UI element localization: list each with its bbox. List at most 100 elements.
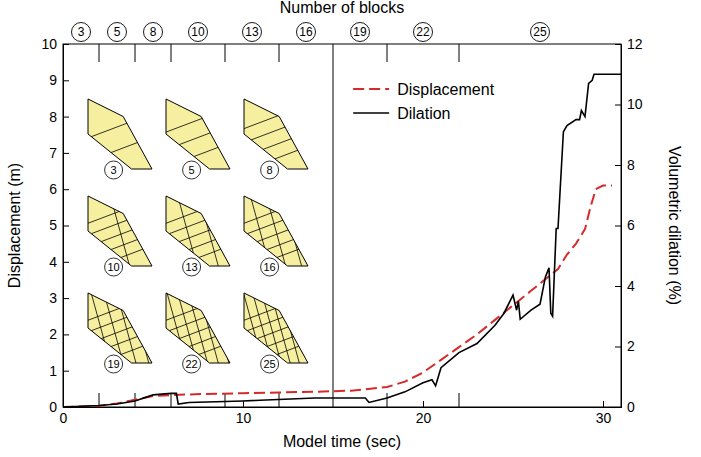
inset-joint (253, 293, 272, 363)
tick-label: 4 (49, 254, 57, 270)
inset-label-circle (105, 161, 123, 179)
inset-label: 8 (267, 164, 273, 176)
inset-joint (83, 244, 157, 272)
inset-joint (239, 221, 313, 249)
tick: 5 (49, 217, 69, 233)
inset-joint (161, 221, 235, 249)
stage-label-circle (414, 23, 433, 42)
inset-joint (161, 232, 235, 260)
inset-joint (104, 293, 123, 363)
stage-edge (387, 44, 388, 62)
stage-edge (171, 44, 172, 62)
tick-label: 20 (416, 410, 432, 426)
tick: 6 (49, 181, 69, 197)
stage-label: 13 (245, 25, 259, 39)
inset-joint (161, 209, 235, 237)
stage-label: 5 (114, 25, 121, 39)
inset-joint (167, 293, 186, 363)
tick-mark (243, 401, 244, 407)
inset-joint (161, 294, 235, 322)
stage-edge (171, 393, 172, 407)
inset-joint (83, 306, 157, 334)
inset-joint (239, 103, 313, 131)
stage-label: 25 (533, 25, 547, 39)
inset: 13 (161, 196, 235, 276)
inset: 19 (83, 293, 157, 373)
data-lines (63, 74, 621, 407)
tick: 8 (49, 109, 69, 125)
stage-label-circle (108, 23, 127, 42)
inset: 16 (239, 196, 313, 276)
inset: 10 (83, 196, 157, 276)
inset-joint (244, 293, 263, 363)
tick-mark (63, 80, 69, 81)
inset-joint (239, 197, 313, 225)
tick: 12 (615, 36, 643, 52)
tick-label: 8 (627, 157, 635, 173)
inset-joint (188, 293, 207, 363)
tick-mark (63, 298, 69, 299)
inset-joint (83, 197, 157, 225)
stage-edge (333, 44, 334, 407)
inset-joints (161, 106, 235, 169)
inset: 22 (161, 293, 235, 373)
stage-label-circle (72, 23, 91, 42)
inset-joint (161, 244, 235, 272)
y2-axis-title: Volumetric dilation (%) (666, 146, 683, 305)
inset-joint (282, 196, 301, 266)
stage-edge (99, 44, 100, 62)
tick-mark (63, 407, 69, 408)
inset-joint (239, 318, 313, 346)
inset-joint (83, 232, 157, 260)
stage-label-circle (189, 23, 208, 42)
inset-label-circle (105, 355, 123, 373)
stage-label: 8 (150, 25, 157, 39)
tick: 10 (41, 36, 69, 52)
inset-label: 25 (263, 358, 275, 370)
tick-label: 1 (49, 363, 57, 379)
tick-mark (63, 334, 69, 335)
tick: 10 (615, 96, 643, 112)
tick-mark (63, 226, 69, 227)
tick-label: 0 (49, 399, 57, 415)
inset-joint (239, 145, 313, 173)
inset-joint (91, 293, 110, 363)
inset-joint (161, 329, 235, 357)
inset: 3 (83, 99, 157, 179)
tick: 2 (615, 338, 635, 354)
stage-edges (99, 44, 459, 407)
inset-joint (289, 293, 308, 363)
legend-swatch (353, 112, 389, 114)
inset-joint (117, 293, 136, 363)
inset-joints (239, 103, 313, 173)
stage-label-circle (351, 23, 370, 42)
stage-label-circle (144, 23, 163, 42)
tick-label: 6 (49, 181, 57, 197)
inset-joint (83, 221, 157, 249)
tick-label: 12 (627, 36, 643, 52)
tick: 4 (615, 278, 635, 294)
top-axis-title: Number of blocks (280, 0, 405, 16)
tick-label: 10 (236, 410, 252, 426)
y2-axis: 024681012 (615, 36, 643, 415)
inset-label: 5 (189, 164, 195, 176)
stage-labels: 358101316192225 (72, 23, 550, 42)
inset-joint (262, 293, 281, 363)
x-axis-title: Model time (sec) (283, 433, 401, 450)
inset-joint (83, 318, 157, 346)
inset-label: 22 (185, 358, 197, 370)
inset-joint (178, 196, 197, 266)
tick-label: 10 (41, 36, 57, 52)
stage-label-circle (243, 23, 262, 42)
axis-line (64, 401, 622, 408)
stage-label-circle (297, 23, 316, 42)
tick-label: 5 (49, 217, 57, 233)
tick: 2 (49, 326, 69, 342)
inset-joint (178, 293, 197, 363)
inset: 8 (239, 99, 313, 179)
tick-label: 9 (49, 72, 57, 88)
inset-label-circle (261, 161, 279, 179)
y-axis-title: Displacement (m) (6, 163, 23, 288)
inset-joint (266, 196, 285, 266)
inset-joint (83, 341, 157, 369)
